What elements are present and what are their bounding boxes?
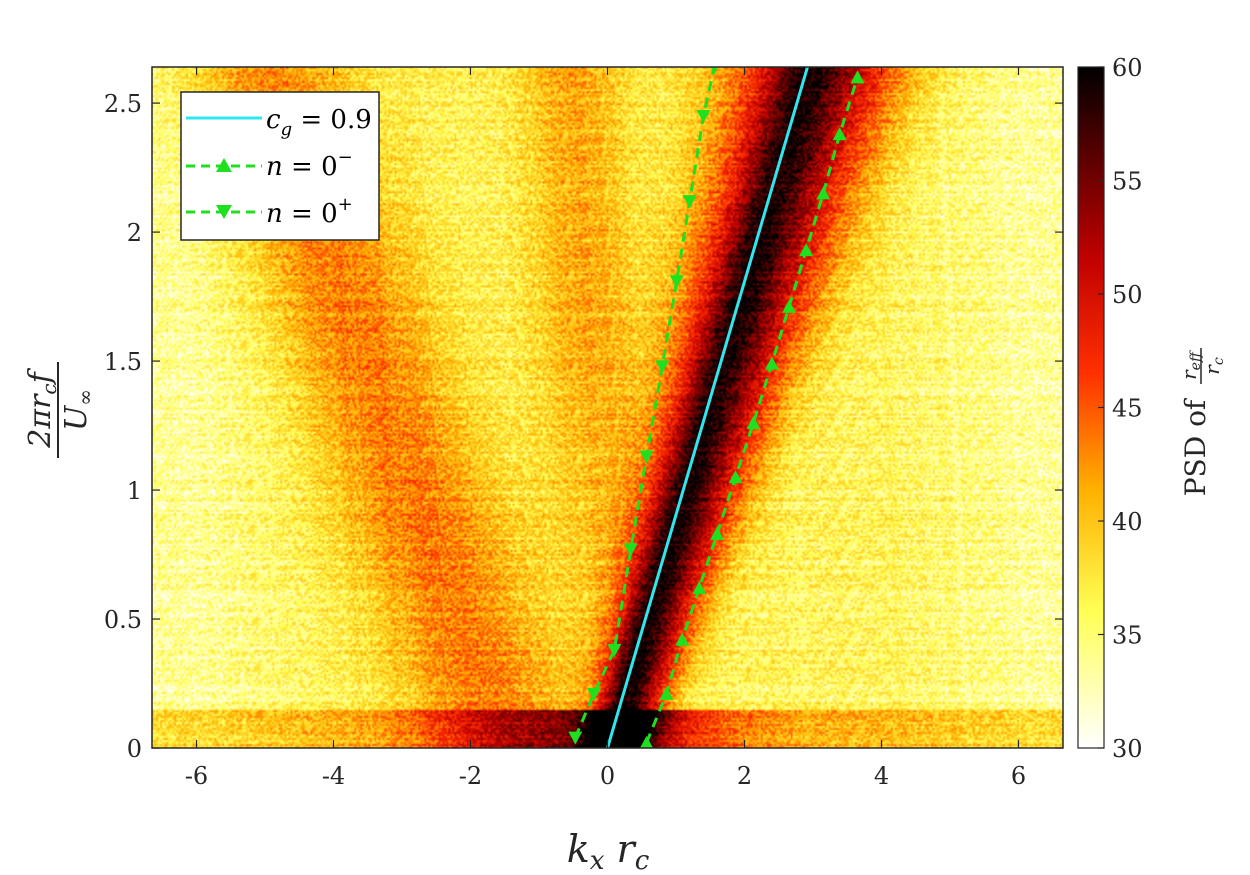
series-line-0 [606, 67, 809, 748]
legend-cg-tail: = 0.9 [292, 105, 372, 135]
x-axis-label-sub2: c [635, 846, 650, 875]
series-1-marker-6 [746, 415, 761, 429]
svg-text:reff: reff [1177, 350, 1204, 380]
y-label-num-sub: c [37, 383, 61, 394]
series-1-marker-11 [832, 127, 847, 141]
y-tick-label-4: 2 [127, 219, 142, 247]
colorbar-tick-label-5: 55 [1112, 168, 1143, 196]
x-tick-label-1: -4 [322, 762, 345, 790]
legend-n-minus-tail: = 0 [283, 152, 338, 182]
colorbar-tick-label-1: 35 [1112, 622, 1143, 650]
legend-marker-triangle-down [216, 205, 232, 219]
x-tick-label-2: -2 [459, 762, 482, 790]
series-2-marker-7 [682, 195, 697, 209]
series-layer [568, 67, 865, 748]
y-label-numerator: 2πr [23, 393, 58, 449]
series-line-2 [573, 67, 716, 739]
series-2-marker-6 [669, 275, 684, 289]
series-2-marker-3 [623, 543, 638, 557]
legend-cg-sub: g [281, 119, 293, 140]
x-axis-label: kx rc [567, 827, 650, 875]
series-1-marker-12 [850, 70, 865, 84]
y-axis-ticks: 0 0.5 1 1.5 2 2.5 [104, 90, 1063, 763]
y-tick-label-0: 0 [127, 735, 142, 763]
y-tick-label-1: 0.5 [104, 606, 142, 634]
colorbar-tick-label-3: 45 [1112, 395, 1143, 423]
y-axis-label: 2πrcf U∞ [23, 362, 97, 458]
y-tick-label-2: 1 [127, 477, 142, 505]
x-axis-ticks: -6 -4 -2 0 2 4 6 [185, 67, 1026, 790]
series-2-marker-8 [696, 110, 711, 124]
series-2-marker-2 [607, 643, 622, 657]
legend-label-cg: cg = 0.9 [266, 105, 372, 140]
y-label-denominator: U [59, 404, 94, 431]
x-axis-label-sub1: x [590, 846, 605, 875]
colorbar-ticks: 30 35 40 45 50 55 60 [1098, 54, 1143, 763]
series-2-marker-1 [586, 687, 601, 701]
legend-n-plus-main: n [266, 199, 283, 229]
series-1-marker-1 [659, 686, 674, 700]
legend-label-n-plus: n = 0+ [266, 194, 353, 229]
series-1-marker-2 [675, 632, 690, 646]
colorbar-label-prefix: PSD of [1179, 397, 1212, 496]
series-2-marker-0 [568, 731, 583, 745]
series-1-marker-0 [639, 735, 654, 748]
y-tick-label-5: 2.5 [104, 90, 142, 118]
series-2-marker-4 [639, 450, 654, 464]
series-1-marker-4 [710, 526, 725, 540]
colorbar-tick-label-4: 50 [1112, 281, 1143, 309]
colorbar-tick-label-0: 30 [1112, 735, 1143, 763]
legend-n-minus-sup: − [338, 147, 353, 168]
x-tick-label-3: 0 [600, 762, 615, 790]
legend-marker-triangle-up [216, 158, 232, 172]
colorbar-tick-label-6: 60 [1112, 54, 1143, 82]
x-axis-label-main: k [567, 827, 590, 871]
series-1-marker-10 [816, 186, 831, 200]
x-axis-label-main2: r [617, 827, 638, 871]
x-tick-label-0: -6 [185, 762, 208, 790]
y-label-num-tail: f [23, 367, 58, 385]
series-1-marker-5 [728, 470, 743, 484]
x-tick-label-4: 2 [737, 762, 752, 790]
colorbar-fraction-denominator: r [1200, 364, 1224, 375]
colorbar-fraction-num-sub: eff [1188, 350, 1204, 370]
series-1-marker-3 [692, 581, 707, 595]
series-1-marker-8 [782, 299, 797, 313]
svg-text:2πrcf: 2πrcf [23, 367, 61, 448]
legend: cg = 0.9 n = 0− n = 0+ [180, 91, 380, 241]
legend-n-plus-sup: + [338, 194, 353, 215]
svg-text:U∞: U∞ [59, 389, 97, 431]
legend-label-n-minus: n = 0− [266, 147, 353, 182]
colorbar-fraction-den-sub: c [1211, 357, 1227, 365]
series-1-marker-9 [799, 243, 814, 257]
legend-n-minus-main: n [266, 152, 283, 182]
series-1-marker-7 [764, 356, 779, 370]
y-label-den-sub: ∞ [73, 389, 97, 406]
colorbar-label: PSD of reff rc [1177, 348, 1227, 496]
colorbar-fraction-numerator: r [1177, 369, 1201, 380]
series-2-marker-9 [710, 67, 719, 74]
x-tick-label-6: 6 [1011, 762, 1026, 790]
colorbar-tick-label-2: 40 [1112, 508, 1143, 536]
series-2-marker-5 [655, 360, 670, 374]
legend-cg-main: c [266, 105, 281, 135]
svg-text:rc: rc [1200, 357, 1227, 375]
y-tick-label-3: 1.5 [104, 348, 142, 376]
legend-n-plus-tail: = 0 [283, 199, 338, 229]
x-tick-label-5: 4 [874, 762, 889, 790]
